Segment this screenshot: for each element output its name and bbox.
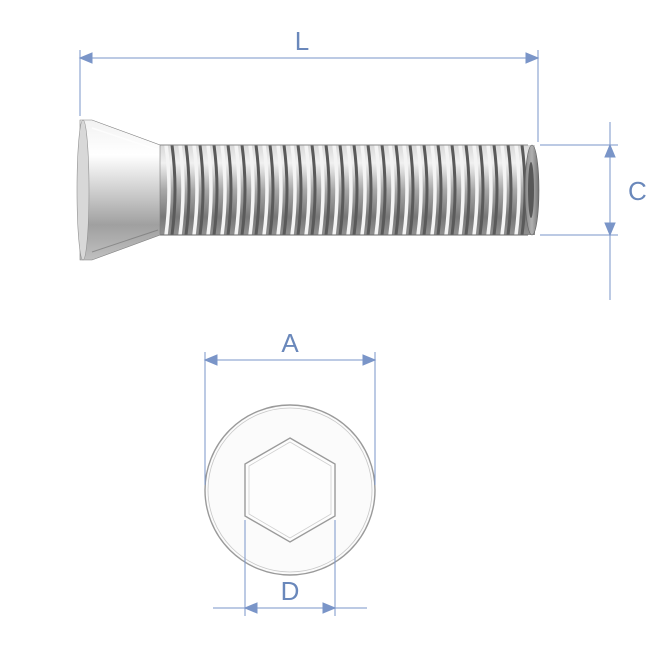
label-L: L (295, 26, 309, 56)
drawing-svg: L C A D (0, 0, 670, 670)
socket-end-recess (528, 162, 534, 218)
dimension-L: L (80, 26, 538, 142)
label-D: D (281, 576, 300, 606)
side-view (77, 120, 539, 260)
top-view (205, 405, 375, 575)
dimension-C: C (540, 122, 647, 300)
engineering-diagram: L C A D (0, 0, 670, 670)
head-end-face (77, 120, 89, 260)
label-A: A (281, 328, 299, 358)
label-C: C (628, 176, 647, 206)
screw-head (80, 120, 160, 260)
